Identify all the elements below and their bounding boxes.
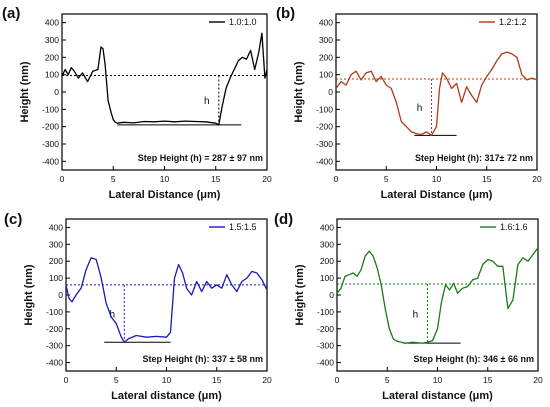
x-tick-label: 0 (64, 375, 69, 385)
y-tick-label: 400 (319, 18, 333, 28)
panel-c: (c) -400 -300 -200 -100 0 100 200 300 400 0 5 10 15 20… (4, 211, 272, 402)
x-tick-label: 0 (335, 375, 340, 385)
y-tick-label: 0 (54, 87, 59, 97)
x-axis-label: Lateral distance (μm) (111, 390, 222, 402)
y-tick-label: -100 (317, 307, 334, 317)
y-tick-label: 400 (320, 222, 334, 232)
x-axis-label: Lateral Distance (μm) (381, 189, 493, 201)
y-tick-label: -300 (316, 139, 333, 149)
x-tick-label: 20 (262, 375, 272, 385)
step-h-label: h (110, 310, 116, 321)
y-tick-label: -200 (316, 122, 333, 132)
step-h-label: h (417, 103, 423, 114)
step-height-annotation: Step Height (h) = 287 ± 97 nm (138, 153, 263, 163)
x-tick-label: 20 (262, 174, 272, 184)
y-axis-label: Height (nm) (293, 61, 305, 122)
y-tick-label: 100 (49, 273, 63, 283)
x-tick-label: 5 (114, 375, 119, 385)
legend-label: 1.0:1.0 (229, 17, 257, 27)
y-tick-label: 400 (49, 222, 63, 232)
y-tick-label: -100 (42, 104, 59, 114)
y-tick-label: 0 (58, 290, 63, 300)
y-tick-label: -100 (46, 307, 63, 317)
y-tick-label: 100 (45, 70, 59, 80)
y-tick-label: 300 (45, 35, 59, 45)
y-tick-label: -400 (317, 358, 334, 368)
panel-label: (b) (276, 5, 295, 22)
x-tick-label: 5 (385, 375, 390, 385)
plot-frame (65, 218, 268, 372)
x-tick-label: 15 (212, 375, 222, 385)
panel-label: (c) (4, 211, 22, 228)
y-axis-label: Height (nm) (294, 264, 306, 325)
y-tick-label: -100 (316, 104, 333, 114)
y-tick-label: -300 (317, 341, 334, 351)
y-tick-label: 200 (319, 52, 333, 62)
y-tick-label: 400 (45, 18, 59, 28)
x-tick-label: 10 (432, 174, 442, 184)
panel-b: (b) -400 -300 -200 -100 0 100 200 300 400 0 5 10 15 20… (276, 5, 542, 201)
x-tick-label: 10 (160, 174, 170, 184)
y-tick-label: 200 (320, 256, 334, 266)
series-line (335, 51, 538, 136)
y-tick-label: -400 (46, 358, 63, 368)
legend-label: 1.2:1.2 (499, 17, 527, 27)
plot-frame (335, 13, 538, 171)
y-tick-label: 0 (328, 87, 333, 97)
x-tick-label: 15 (211, 174, 221, 184)
y-tick-label: -200 (42, 122, 59, 132)
y-tick-label: -400 (42, 156, 59, 166)
x-tick-label: 20 (532, 174, 542, 184)
y-tick-label: -300 (42, 139, 59, 149)
x-tick-label: 0 (60, 174, 65, 184)
y-tick-label: -200 (317, 324, 334, 334)
x-tick-label: 5 (384, 174, 389, 184)
x-tick-label: 5 (111, 174, 116, 184)
y-tick-label: 200 (45, 52, 59, 62)
series-line (65, 257, 268, 343)
y-tick-label: 200 (49, 256, 63, 266)
x-axis-label: Lateral Distance (μm) (109, 189, 221, 201)
y-tick-label: 100 (319, 70, 333, 80)
step-height-annotation: Step Height (h): 337 ± 58 nm (143, 354, 263, 364)
legend-label: 1.5:1.5 (229, 222, 257, 232)
series-line (336, 247, 539, 344)
step-h-label: h (413, 310, 419, 321)
x-tick-label: 15 (482, 174, 492, 184)
x-tick-label: 15 (483, 375, 493, 385)
x-tick-label: 20 (533, 375, 543, 385)
y-tick-label: -200 (46, 324, 63, 334)
x-tick-label: 0 (334, 174, 339, 184)
step-h-label: h (204, 96, 210, 107)
legend-label: 1.6:1.6 (500, 222, 528, 232)
y-tick-label: 300 (320, 239, 334, 249)
panel-label: (a) (2, 5, 20, 22)
y-tick-label: -300 (46, 341, 63, 351)
x-tick-label: 10 (433, 375, 443, 385)
y-tick-label: 0 (329, 290, 334, 300)
step-height-annotation: Step Height (h): 346 ± 66 nm (414, 354, 534, 364)
plot-frame (336, 218, 539, 372)
panel-a: (a) -400 -300 -200 -100 0 100 200 300 400 0 5 10 15 20… (2, 5, 272, 201)
y-tick-label: 300 (319, 35, 333, 45)
x-axis-label: Lateral distance (μm) (382, 390, 493, 402)
step-height-annotation: Step Height (h): 317± 72 nm (415, 153, 533, 163)
y-tick-label: 100 (320, 273, 334, 283)
panel-d: (d) -400 -300 -200 -100 0 100 200 300 400 0 5 10 15 20… (274, 211, 543, 402)
y-axis-label: Height (nm) (19, 61, 31, 122)
series-line (61, 32, 268, 126)
panel-label: (d) (274, 211, 293, 228)
y-axis-label: Height (nm) (23, 264, 35, 325)
y-tick-label: 300 (49, 239, 63, 249)
plot-frame (61, 13, 268, 171)
x-tick-label: 10 (162, 375, 172, 385)
y-tick-label: -400 (316, 156, 333, 166)
